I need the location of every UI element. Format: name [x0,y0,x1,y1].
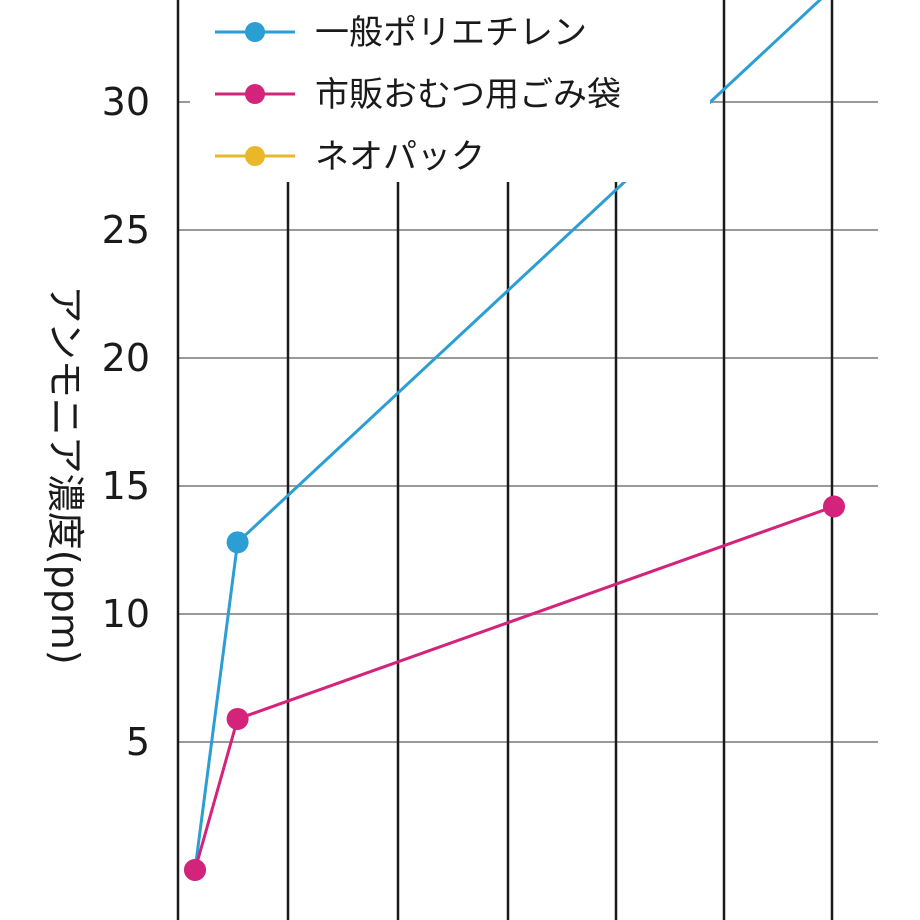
y-axis-label: アンモニア濃度(ppm) [43,285,87,664]
legend-swatch-dot-1 [245,84,265,104]
y-tick-10: 10 [102,592,150,636]
legend-swatch-dot-2 [245,146,265,166]
series-1-point-2 [823,495,845,518]
y-tick-20: 20 [102,336,150,380]
y-tick-5: 5 [126,720,150,764]
series-1-point-1 [226,707,249,730]
y-tick-30: 30 [102,80,150,124]
legend-label-0: 一般ポリエチレン [315,13,587,53]
legend-label-2: ネオパック [315,137,485,177]
legend-swatch-dot-0 [245,22,265,42]
y-tick-15: 15 [102,464,150,508]
y-tick-labels: 5101520253035 [102,80,150,764]
series-1-point-0 [184,859,206,881]
series-line-1 [193,505,835,871]
legend-label-1: 市販おむつ用ごみ袋 [315,75,621,115]
series-0-point-1 [226,531,249,554]
y-tick-25: 25 [102,208,150,252]
legend-background [190,0,710,182]
